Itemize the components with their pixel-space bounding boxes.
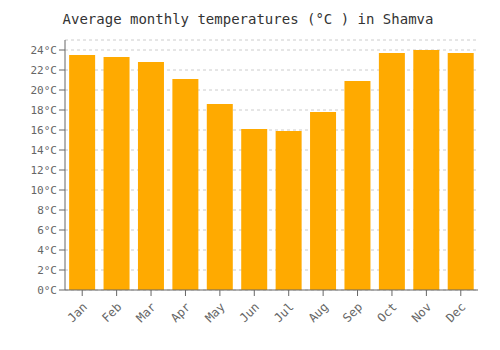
svg-text:4°C: 4°C — [37, 244, 57, 257]
svg-text:Feb: Feb — [99, 300, 124, 325]
html-text:Average monthly temperatures (: Average monthly temperatures (°C ) in Sh… — [62, 11, 434, 27]
svg-text:0°C: 0°C — [37, 284, 57, 297]
svg-text:Nov: Nov — [409, 300, 434, 325]
svg-text:Mar: Mar — [134, 300, 159, 325]
svg-text:12°C: 12°C — [31, 164, 58, 177]
svg-text:Sep: Sep — [340, 300, 365, 325]
svg-text:Dec: Dec — [443, 300, 468, 325]
svg-text:Aug: Aug — [306, 300, 331, 325]
svg-text:Jun: Jun — [237, 300, 262, 325]
svg-text:2°C: 2°C — [37, 264, 57, 277]
svg-text:6°C: 6°C — [37, 224, 57, 237]
svg-text:18°C: 18°C — [31, 104, 58, 117]
svg-text:Apr: Apr — [168, 300, 193, 325]
svg-text:10°C: 10°C — [31, 184, 58, 197]
svg-text:20°C: 20°C — [31, 84, 58, 97]
svg-text:24°C: 24°C — [31, 44, 58, 57]
svg-text:16°C: 16°C — [31, 124, 58, 137]
svg-text:14°C: 14°C — [31, 144, 58, 157]
svg-text:Jan: Jan — [65, 300, 90, 325]
svg-text:Jul: Jul — [271, 300, 296, 325]
svg-text:22°C: 22°C — [31, 64, 58, 77]
svg-text:8°C: 8°C — [37, 204, 57, 217]
svg-text:May: May — [202, 300, 227, 325]
svg-text:Oct: Oct — [375, 300, 400, 325]
